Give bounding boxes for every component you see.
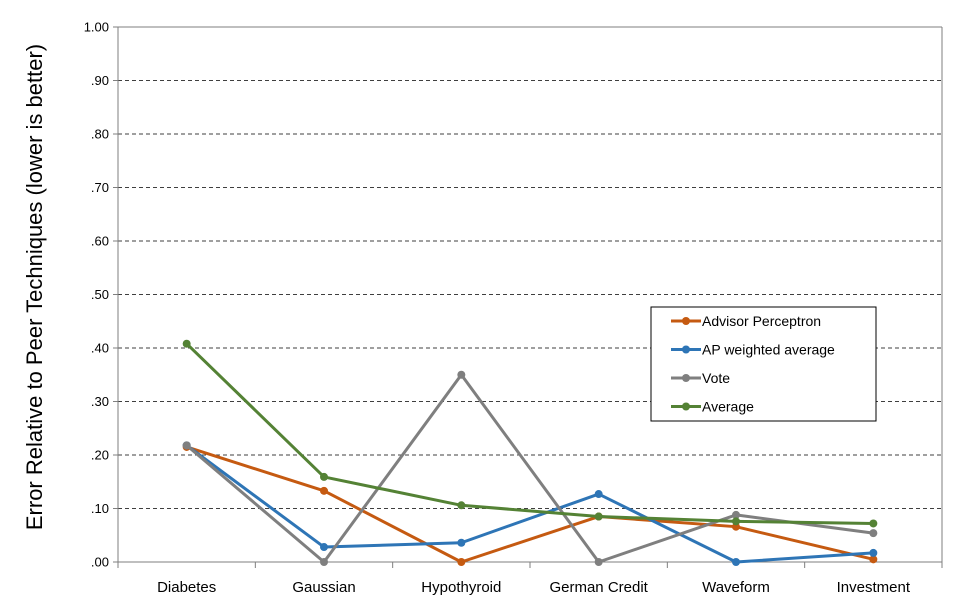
y-tick-label: .20: [91, 448, 109, 463]
y-axis-label: Error Relative to Peer Techniques (lower…: [22, 44, 47, 530]
legend-item: Advisor Perceptron: [671, 313, 821, 329]
data-point: [732, 517, 740, 526]
x-tick-label: Investment: [837, 579, 911, 596]
x-tick-label: Hypothyroid: [421, 579, 501, 596]
legend-item: Average: [671, 399, 754, 415]
data-point: [182, 441, 191, 450]
grid: [118, 80, 942, 509]
data-point: [182, 339, 191, 348]
data-point: [594, 558, 603, 566]
series-ap-weighted-average: [182, 441, 878, 566]
legend-item: AP weighted average: [671, 342, 835, 358]
series-average: [182, 339, 878, 528]
legend-item: Vote: [671, 370, 730, 386]
y-tick-label: 1.00: [84, 20, 109, 35]
data-point: [457, 501, 466, 510]
y-tick-label: .10: [91, 501, 109, 516]
series-line: [186, 445, 874, 564]
data-point: [869, 555, 878, 564]
x-tick-label: Waveform: [702, 579, 770, 596]
data-point: [594, 490, 603, 499]
data-point: [869, 519, 878, 528]
series-vote: [182, 370, 878, 566]
data-point: [457, 370, 466, 379]
data-point: [869, 548, 878, 557]
y-tick-label: .40: [91, 341, 109, 356]
y-tick-label: .30: [91, 394, 109, 409]
y-tick-label: .90: [91, 73, 109, 88]
data-point: [320, 472, 328, 481]
series-line: [185, 444, 874, 564]
y-tick-label: .80: [91, 127, 109, 142]
x-tick-label: Diabetes: [157, 579, 216, 596]
data-point: [320, 486, 328, 495]
legend-label: Vote: [702, 370, 730, 386]
series-line: [185, 373, 874, 564]
y-tick-label: .70: [91, 180, 109, 195]
legend-marker: [682, 345, 690, 354]
y-tick-label: .60: [91, 234, 109, 249]
data-point: [320, 543, 328, 552]
x-tick-label: German Credit: [549, 579, 648, 596]
y-tick-label: .00: [91, 555, 109, 570]
legend-label: AP weighted average: [702, 342, 835, 358]
series: [182, 339, 878, 566]
legend-marker: [682, 317, 690, 325]
data-point: [320, 558, 328, 566]
y-tick-label: .50: [91, 287, 109, 302]
data-point: [457, 538, 466, 547]
data-point: [732, 510, 740, 519]
data-point: [457, 558, 466, 566]
legend: Advisor Perceptron AP weighted average Vot…: [650, 306, 877, 422]
legend-box: [650, 306, 877, 422]
series-advisor-perceptron: [182, 442, 878, 566]
legend-marker: [682, 402, 690, 411]
legend-label: Advisor Perceptron: [702, 313, 821, 329]
data-point: [732, 558, 740, 566]
x-tick-label: Gaussian: [292, 579, 355, 596]
series-line: [185, 342, 874, 525]
legend-marker: [682, 374, 690, 382]
data-point: [869, 529, 878, 538]
data-point: [594, 512, 603, 521]
legend-label: Average: [702, 399, 754, 415]
axes: .00 .10 .20 .30 .40 .50 .60 .70 .80 .90 1.00 Diabet…: [84, 20, 943, 596]
